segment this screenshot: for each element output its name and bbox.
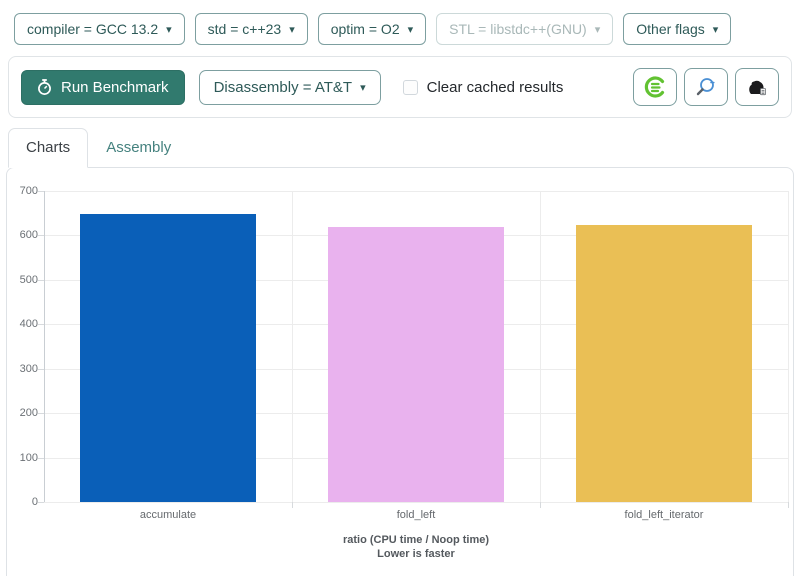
compiler-explorer-icon [644,76,665,98]
bar-chart: 0 100 200 300 400 500 600 700 accumulate fold_lef… [7,168,793,576]
x-tick [788,502,789,508]
y-tick-label: 0 [31,496,38,508]
y-tick [38,413,44,415]
chevron-down-icon [713,21,719,37]
x-tick [292,502,293,508]
std-dropdown[interactable]: std = c++23 [194,13,308,45]
tab-assembly-label: Assembly [106,139,172,156]
x-tick [540,502,541,508]
disassembly-dropdown-label: Disassembly = AT&T [213,78,353,96]
y-tick-label: 500 [19,273,38,286]
y-tick-label: 400 [19,318,38,331]
run-benchmark-label: Run Benchmark [61,78,169,96]
x-gridline [540,191,541,502]
compiler-dropdown-label: compiler = GCC 13.2 [27,21,159,37]
y-tick [38,324,44,326]
x-tick-label: fold_left_iterator [624,509,704,521]
x-axis-title: ratio (CPU time / Noop time) [342,534,490,546]
x-gridline [292,191,293,502]
tab-charts[interactable]: Charts [8,128,89,168]
y-tick [38,368,44,370]
external-tools-buttons [633,68,779,106]
bar-fold_left[interactable] [328,226,504,502]
x-axis-subtitle: Lower is faster [377,548,455,560]
optim-dropdown-label: optim = O2 [330,21,400,37]
clear-cached-results-checkbox[interactable] [402,79,418,95]
y-tick [38,502,44,503]
run-benchmark-button[interactable]: Run Benchmark [21,69,185,105]
x-tick-label: accumulate [139,509,197,521]
y-tick [38,279,44,281]
other-flags-dropdown[interactable]: Other flags [623,13,732,45]
chevron-down-icon [360,79,366,96]
y-tick-label: 100 [19,451,38,464]
tab-charts-label: Charts [26,139,71,156]
stopwatch-icon [38,78,51,95]
y-gridline [44,502,788,503]
result-tabs: Charts Assembly [8,128,800,168]
std-dropdown-label: std = c++23 [207,21,282,37]
chevron-down-icon [408,21,414,37]
y-tick-label: 600 [19,229,38,242]
y-tick [38,457,44,459]
y-tick [38,235,44,237]
optim-dropdown[interactable]: optim = O2 [317,13,427,45]
bar-accumulate[interactable] [80,214,256,502]
stl-dropdown-label: STL = libstdc++(GNU) [449,21,587,37]
compiler-options-toolbar: compiler = GCC 13.2 std = c++23 optim = … [0,0,800,45]
run-toolbar-card: Run Benchmark Disassembly = AT&T Clear c… [8,56,792,118]
y-tick-label: 700 [19,185,38,197]
chevron-down-icon [595,21,601,37]
cpp-insights-button[interactable] [684,68,728,106]
y-tick [38,191,44,192]
charts-panel: 0 100 200 300 400 500 600 700 accumulate fold_lef… [6,167,794,576]
x-tick-label: fold_left [396,509,436,521]
compiler-dropdown[interactable]: compiler = GCC 13.2 [14,13,185,45]
y-axis-line [44,191,45,502]
other-flags-dropdown-label: Other flags [636,21,705,37]
clear-cached-results-label: Clear cached results [426,78,564,96]
clear-cached-results-option: Clear cached results [402,78,564,96]
y-gridline [44,191,788,192]
chevron-down-icon [166,21,172,37]
magnifier-icon [696,78,715,96]
disassembly-dropdown[interactable]: Disassembly = AT&T [198,69,381,105]
build-bench-button[interactable] [735,68,779,106]
chevron-down-icon [289,21,295,37]
tab-assembly[interactable]: Assembly [88,128,189,167]
gorilla-icon [749,80,766,96]
y-tick-label: 300 [19,362,38,375]
x-gridline [788,191,789,502]
compiler-explorer-button[interactable] [633,68,677,106]
y-tick-label: 200 [19,407,38,420]
stl-dropdown: STL = libstdc++(GNU) [436,13,614,45]
bar-fold_left_iterator[interactable] [576,225,752,502]
